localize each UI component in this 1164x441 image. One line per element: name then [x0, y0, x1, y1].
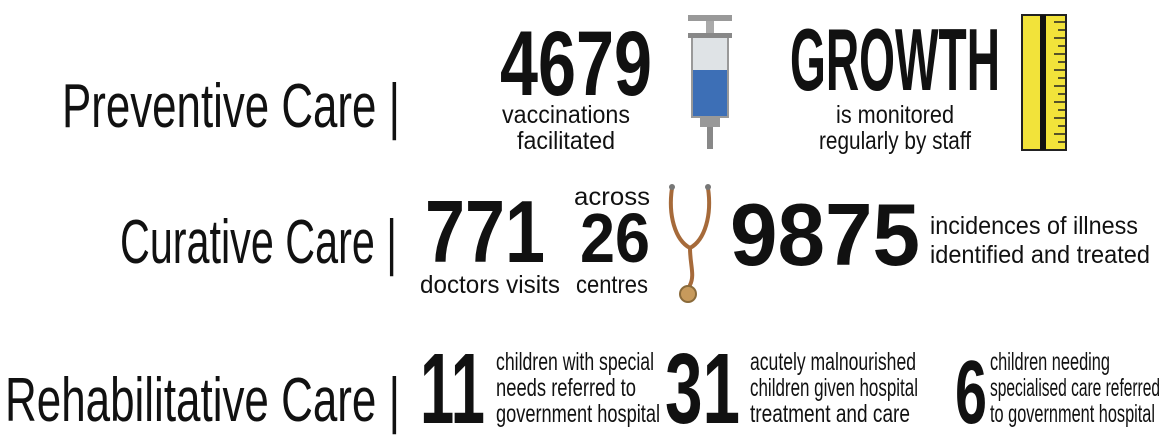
figure: 771 — [425, 182, 545, 281]
caption: incidences of illness — [930, 212, 1138, 240]
figure: 11 — [420, 333, 485, 441]
caption: specialised care referred — [990, 374, 1160, 402]
caption: regularly by staff — [819, 127, 971, 155]
caption: children with special — [496, 348, 654, 376]
caption: across — [574, 183, 650, 211]
caption: centres — [576, 271, 648, 299]
figure: 31 — [665, 333, 740, 441]
caption: to government hospital — [990, 400, 1155, 428]
stethoscope-icon — [668, 184, 712, 303]
syringe-icon — [688, 15, 732, 149]
caption: acutely malnourished — [750, 348, 916, 376]
caption: children given hospital — [750, 374, 918, 402]
caption: government hospital — [496, 400, 660, 428]
row-heading: Preventive Care | — [62, 72, 400, 141]
figure: 9875 — [730, 185, 920, 284]
caption: identified and treated — [930, 241, 1150, 269]
figure: 4679 — [500, 13, 652, 115]
caption: doctors visits — [420, 271, 560, 299]
figure: GROWTH — [790, 10, 1000, 109]
caption: vaccinations — [502, 101, 630, 129]
caption: facilitated — [517, 127, 615, 155]
caption: children needing — [990, 348, 1110, 376]
figure: 26 — [580, 199, 650, 277]
ruler-icon — [1021, 14, 1067, 151]
row-heading: Curative Care | — [120, 208, 397, 277]
caption: needs referred to — [496, 374, 636, 402]
caption: treatment and care — [750, 400, 910, 428]
row-heading: Rehabilitative Care | — [5, 366, 400, 435]
caption: is monitored — [836, 101, 954, 129]
figure: 6 — [955, 343, 987, 441]
